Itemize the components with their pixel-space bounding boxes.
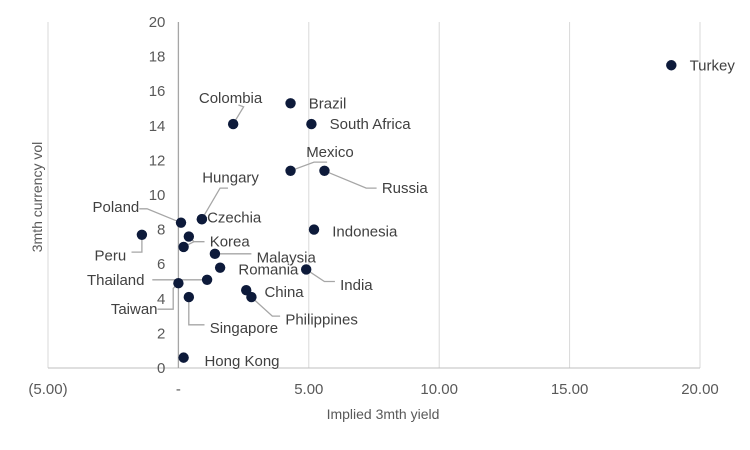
y-tick-label: 20 [149,14,166,31]
x-tick-labels: (5.00) - 5.00 10.00 15.00 20.00 [28,381,718,398]
x-gridlines [47,22,701,368]
data-point-russia [319,165,330,176]
point-label-hungary: Hungary [202,170,259,187]
y-tick-label: 16 [149,83,166,100]
y-tick-label: 6 [157,256,165,273]
data-point-malaysia [209,248,221,260]
point-label-taiwan: Taiwan [111,301,158,318]
leader-line-colombia [232,104,245,125]
point-label-india: India [340,277,373,294]
y-tick-label: 2 [157,325,165,342]
data-point-turkey [666,60,677,71]
data-point-colombia [227,118,239,130]
point-label-romania: Romania [238,261,299,278]
data-point-brazil [285,98,296,109]
x-axis-title: Implied 3mth yield [327,406,440,422]
x-tick-label: (5.00) [28,381,67,398]
y-axis-title: 3mth currency vol [29,142,45,252]
point-label-czechia: Czechia [207,209,262,226]
data-point-korea [178,241,189,253]
point-label-mexico: Mexico [306,144,354,161]
data-point-romania [214,262,226,273]
data-point-thailand [201,274,213,285]
point-label-china: China [264,284,304,301]
data-point-thailand [173,278,184,289]
data-point-czechia [196,214,208,225]
y-tick-label: 4 [157,291,165,308]
leader-line-india [305,268,335,283]
x-tick-label: 5.00 [294,381,323,398]
point-label-thailand: Thailand [87,272,145,289]
x-tick-label: 10.00 [420,381,458,398]
data-point-poland [175,217,187,228]
y-tick-labels: 0 2 4 6 8 10 12 14 16 18 20 [149,14,166,377]
y-tick-label: 8 [157,222,165,239]
data-point-philippines [246,291,257,303]
point-label-philippines: Philippines [285,312,358,329]
data-point-hong-kong [178,352,189,363]
data-point-korea [183,231,195,242]
point-label-poland: Poland [93,199,140,216]
point-label-colombia: Colombia [199,90,263,107]
leader-line-russia [324,170,377,189]
point-label-peru: Peru [95,248,127,265]
x-tick-label: 15.00 [551,381,589,398]
point-label-korea: Korea [210,234,251,251]
point-label-russia: Russia [382,180,429,197]
data-points [136,60,677,363]
point-label-malaysia: Malaysia [257,249,317,266]
leader-line-philippines [250,296,281,317]
leader-line-singapore [188,297,205,326]
point-label-turkey: Turkey [690,57,736,74]
point-label-brazil: Brazil [309,95,347,112]
point-label-south-africa: South Africa [330,116,412,133]
data-point-mexico [285,165,296,176]
point-labels: Turkey Brazil Colombia South Africa Mexico Ru… [87,57,735,370]
point-label-singapore: Singapore [210,320,278,337]
point-label-indonesia: Indonesia [332,223,398,240]
point-label-hong-kong: Hong Kong [204,353,279,370]
leader-line-mexico [290,161,328,172]
y-tick-label: 0 [157,360,165,377]
data-point-indonesia [308,224,320,235]
data-point-india [300,264,312,275]
x-tick-label: 20.00 [681,381,719,398]
leader-line-hungary [201,187,228,220]
y-tick-label: 14 [149,118,166,135]
data-point-singapore [183,291,195,303]
axes [48,22,700,369]
x-tick-label: - [176,381,181,398]
y-tick-label: 18 [149,49,166,66]
y-tick-label: 12 [149,152,166,169]
y-tick-label: 10 [149,187,166,204]
leader-line-poland [139,208,182,224]
data-point-south-africa [306,118,317,130]
leader-line-peru [131,234,143,253]
data-point-peru [136,229,148,240]
